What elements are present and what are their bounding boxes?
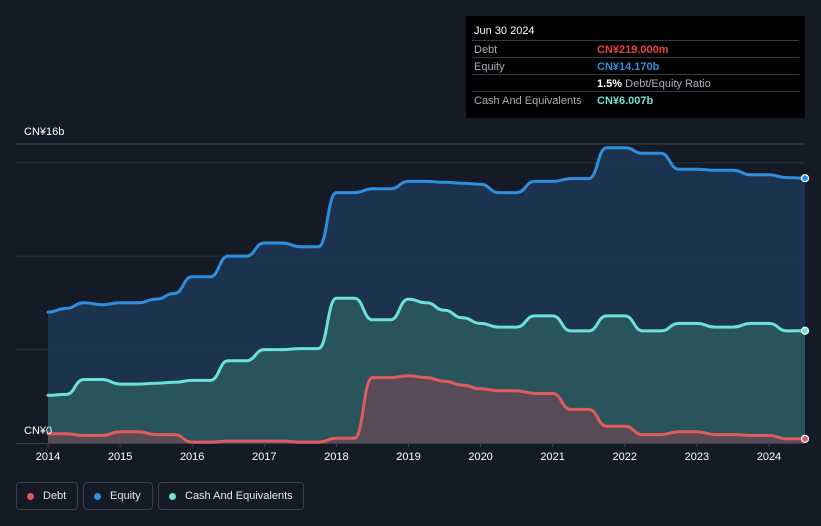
end-markers[interactable] bbox=[800, 174, 810, 444]
debt-area bbox=[48, 375, 805, 443]
tooltip-equity-value: CN¥14.170b bbox=[597, 61, 660, 73]
x-tick-label-2018: 2018 bbox=[324, 451, 348, 463]
tooltip-cash-row: Cash And Equivalents CN¥6.007b bbox=[472, 91, 799, 109]
legend-cash-label: Cash And Equivalents bbox=[185, 490, 293, 502]
tooltip-date: Jun 30 2024 bbox=[474, 25, 535, 37]
x-tick-label-2014: 2014 bbox=[36, 451, 60, 463]
y-axis-max-label: CN¥16b bbox=[24, 126, 65, 138]
x-tick-label-2015: 2015 bbox=[108, 451, 132, 463]
equity-line bbox=[46, 146, 807, 314]
tooltip-cash-label: Cash And Equivalents bbox=[474, 95, 582, 107]
debt-legend-dot-icon bbox=[27, 492, 34, 500]
cash-area bbox=[48, 298, 805, 443]
cash-end-marker bbox=[800, 326, 810, 335]
x-tick-label-2022: 2022 bbox=[613, 451, 637, 463]
x-tick-label-2020: 2020 bbox=[468, 451, 492, 463]
series-areas bbox=[48, 147, 805, 443]
x-tick-label-2021: 2021 bbox=[540, 451, 564, 463]
cash-legend-dot-icon bbox=[169, 492, 176, 500]
debt-end-marker bbox=[800, 434, 810, 444]
x-tick-label-2019: 2019 bbox=[396, 451, 420, 463]
tooltip-debt-label: Debt bbox=[474, 44, 498, 56]
tooltip-debt-value: CN¥219.000m bbox=[597, 44, 669, 56]
legend-debt-label: Debt bbox=[43, 490, 67, 502]
x-tick-label-2017: 2017 bbox=[252, 451, 276, 463]
tooltip-debt-row: Debt CN¥219.000m bbox=[472, 40, 799, 58]
legend-cash[interactable]: Cash And Equivalents bbox=[158, 482, 304, 510]
cash-line bbox=[46, 296, 807, 397]
x-axis-ticks: 2014 2015 2016 2017 2018 2019 2020 2021 2022 2023… bbox=[36, 443, 781, 463]
equity-legend-dot-icon bbox=[94, 492, 101, 500]
tooltip-ratio-label: Debt/Equity Ratio bbox=[625, 78, 711, 90]
tooltip-cash-value: CN¥6.007b bbox=[597, 95, 654, 107]
x-tick-label-2024: 2024 bbox=[757, 451, 781, 463]
tooltip-ratio-value: 1.5% bbox=[597, 78, 623, 90]
y-axis-zero-label: CN¥0 bbox=[24, 425, 53, 437]
x-tick-label-2023: 2023 bbox=[685, 451, 709, 463]
tooltip-ratio: 1.5% Debt/Equity Ratio bbox=[597, 78, 711, 90]
x-tick-label-2016: 2016 bbox=[180, 451, 204, 463]
tooltip-equity-row: Equity CN¥14.170b bbox=[472, 57, 799, 75]
legend-debt[interactable]: Debt bbox=[16, 482, 78, 510]
debt-line bbox=[46, 374, 807, 444]
equity-end-marker bbox=[800, 174, 810, 183]
legend-equity-label: Equity bbox=[110, 490, 141, 502]
tooltip-ratio-row: 1.5% Debt/Equity Ratio bbox=[472, 74, 799, 92]
data-tooltip: Jun 30 2024 Debt CN¥219.000m Equity CN¥1… bbox=[466, 16, 805, 118]
tooltip-equity-label: Equity bbox=[474, 61, 505, 73]
legend-equity[interactable]: Equity bbox=[83, 482, 153, 510]
series-lines bbox=[46, 146, 807, 444]
